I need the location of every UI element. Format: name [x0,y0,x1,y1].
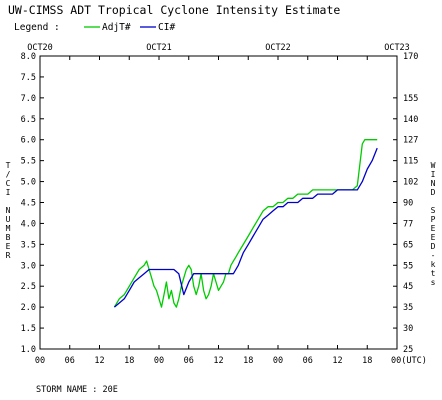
y-right-tick-label: 65 [403,240,413,250]
y-left-tick-label: 3.0 [21,261,36,271]
day-label: OCT23 [384,43,410,53]
x-tick-label: 00(UTC) [391,356,427,366]
chart-title: UW-CIMSS ADT Tropical Cyclone Intensity … [8,3,340,17]
x-tick-label: 18 [124,356,134,366]
y-left-tick-label: 5.5 [21,157,36,167]
y-right-tick-label: 55 [403,261,413,271]
y-right-tick-label: 115 [403,157,418,167]
y-right-tick-label: 102 [403,178,418,188]
x-tick-label: 12 [94,356,104,366]
day-label: OCT20 [27,43,53,53]
x-tick-label: 18 [362,356,372,366]
y-left-tick-label: 6.5 [21,115,36,125]
legend-entry-ci: CI# [158,22,175,33]
x-tick-label: 18 [243,356,253,366]
y-left-tick-label: 7.0 [21,94,36,104]
y-right-tick-label: 155 [403,94,418,104]
series-lines [113,139,378,308]
y-left-tick-label: 6.0 [21,136,36,146]
x-tick-label: 12 [332,356,342,366]
y-left-tick-label: 3.5 [21,240,36,250]
plot-frame [39,55,398,350]
y-left-tick-label: 8.0 [21,52,36,62]
y-right-tick-label: 170 [403,52,418,62]
x-tick-label: 06 [65,356,75,366]
y-left-tick-label: 4.5 [21,199,36,209]
x-tick-label: 00 [273,356,283,366]
y-right-tick-label: 25 [403,345,413,355]
x-tick-label: 00 [35,356,45,366]
y-left-tick-label: 7.5 [21,73,36,83]
legend-label: Legend : [14,22,60,33]
storm-name-footer: STORM NAME : 20E [36,385,118,395]
y-right-tick-label: 35 [403,303,413,313]
left-axis-tick-labels: 1.0 1.5 2.0 2.5 3.0 3.5 4.0 4.5 5.0 5.5 6.0 6.5 7.0 7… [21,52,36,355]
y-left-tick-label: 4.0 [21,219,36,229]
legend: Legend : AdjT# CI# [14,22,175,33]
y-right-tick-label: 30 [403,324,413,334]
series-line-adjt [113,139,378,308]
x-tick-label: 00 [154,356,164,366]
y-right-tick-label: 77 [403,219,413,229]
y-left-tick-label: 2.0 [21,303,36,313]
x-tick-label: 12 [213,356,223,366]
y-right-tick-label: 90 [403,199,413,209]
x-tick-label: 06 [184,356,194,366]
y-left-tick-label: 1.0 [21,345,36,355]
right-axis-tick-labels: 25 30 35 45 55 65 77 90 102 115 127 140 155 170 [403,52,418,355]
y-left-tick-label: 2.5 [21,282,36,292]
y-right-tick-label: 45 [403,282,413,292]
axis-ticks [39,55,398,350]
x-axis-tick-labels: 00 06 12 18 00 06 12 18 00 06 12 18 00(UTC) [35,356,427,366]
y-right-tick-label: 127 [403,136,418,146]
day-label: OCT21 [146,43,172,53]
y-right-tick-label: 140 [403,115,418,125]
y-left-tick-label: 1.5 [21,324,36,334]
day-labels: OCT20 OCT21 OCT22 OCT23 [27,43,410,53]
x-tick-label: 06 [303,356,313,366]
series-line-ci [113,147,378,308]
y-left-tick-label: 5.0 [21,178,36,188]
day-label: OCT22 [265,43,291,53]
legend-entry-adjt: AdjT# [102,22,131,33]
